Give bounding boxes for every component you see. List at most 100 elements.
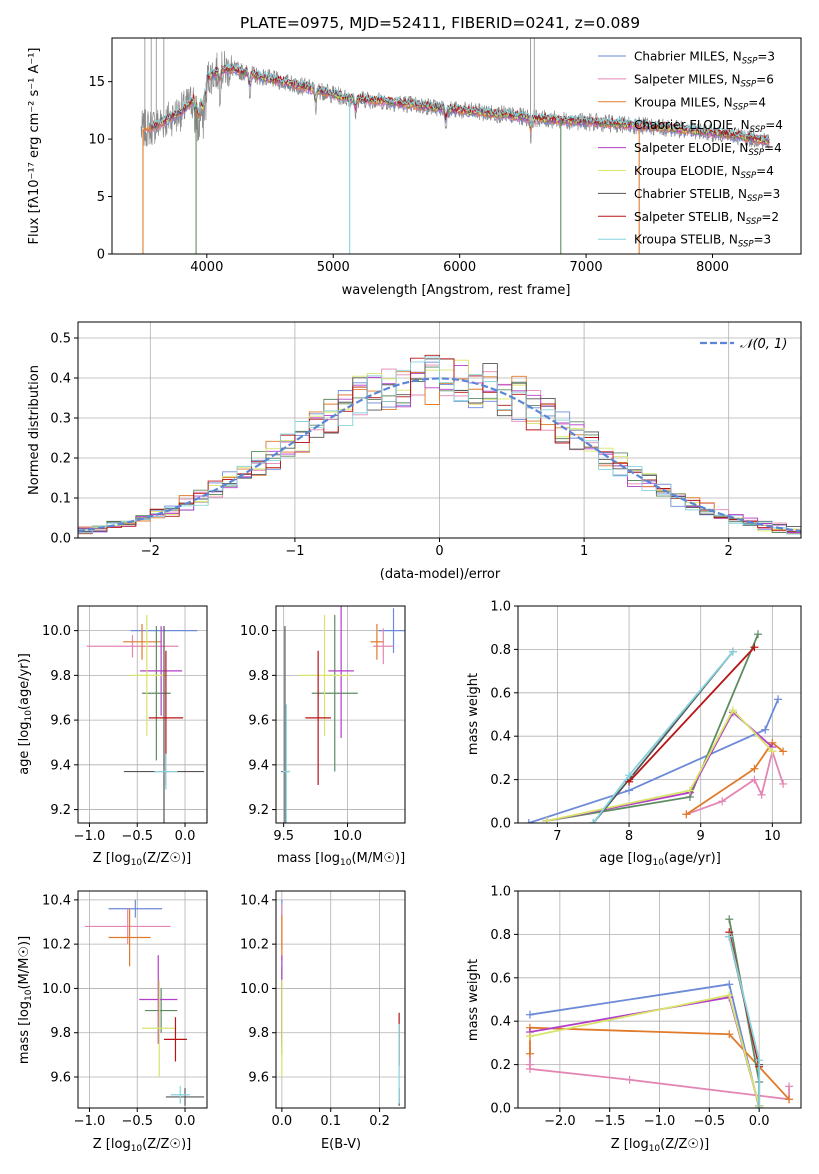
y-tick-label: 15	[88, 75, 105, 90]
x-tick-label: 0.0	[272, 1114, 293, 1129]
y-tick-label: 9.6	[248, 1071, 269, 1086]
y-tick-label: 9.2	[248, 803, 269, 818]
mass-age-x-label: mass [log10(M/M☉)]	[277, 851, 405, 868]
y-tick-label: 9.2	[50, 803, 71, 818]
y-tick-label: 0.5	[50, 332, 71, 347]
model-line-kroupa_stelib	[150, 61, 770, 142]
axes-frame-spectrum	[111, 37, 802, 255]
y-tick-label: 0.4	[490, 730, 511, 745]
legend-entry-normal: 𝒩(0, 1)	[740, 337, 787, 352]
y-tick-label: 10.2	[42, 938, 71, 953]
y-tick-label: 9.6	[50, 714, 71, 729]
y-tick-label: 9.8	[248, 669, 269, 684]
axes-frame-z_vs_weight	[517, 890, 802, 1109]
x-tick-label: 7	[553, 829, 561, 844]
axes-mass_vs_age: 9.5 10.0 9.2 9.4 9.6 9.8 10.0	[240, 605, 406, 844]
y-tick-label: 5	[97, 190, 105, 205]
axes-frame-residuals	[77, 321, 802, 539]
weight-line-salpeter_stelib	[628, 646, 756, 783]
weight-line-salpeter_elodie	[529, 996, 761, 1107]
axes-frame-z_vs_age	[77, 605, 208, 824]
y-tick-label: 0.2	[50, 452, 71, 467]
axes-ebv_vs_mass: 0.0 0.1 0.2 9.6 9.8 10.0 10.2 10.4	[240, 890, 406, 1129]
plot-area-ebv_vs_mass	[281, 899, 400, 1106]
residuals-x-label: (data-model)/error	[380, 567, 501, 582]
legend-entry-kroupa_elodie: Kroupa ELODIE, NSSP=4	[634, 164, 774, 181]
y-tick-label: 0.6	[490, 971, 511, 986]
y-tick-label: 10.4	[42, 893, 71, 908]
weight-line-salpeter_miles	[686, 748, 784, 816]
y-tick-label: 0.6	[490, 686, 511, 701]
y-tick-label: 10.0	[42, 624, 71, 639]
y-tick-label: 10.0	[240, 982, 269, 997]
legend-entry-chabrier_elodie: Chabrier ELODIE, NSSP=4	[634, 118, 783, 135]
y-tick-label: 9.6	[50, 1071, 71, 1086]
y-tick-label: 0.0	[490, 817, 511, 832]
x-tick-label: 1	[580, 544, 588, 559]
y-tick-label: 0.4	[490, 1015, 511, 1030]
y-tick-label: 1.0	[490, 885, 511, 900]
x-tick-label: 10	[764, 829, 781, 844]
axes-residuals: −2 −1 0 1 2 0.0 0.1 0.2 0.3 0.4 0.5	[50, 321, 802, 559]
y-tick-label: 9.4	[50, 758, 71, 773]
y-tick-label: 9.8	[50, 669, 71, 684]
z-weight-x-label: Z [log10(Z/Z☉)]	[611, 1137, 709, 1154]
z-weight-y-label: mass weight	[466, 959, 481, 1041]
y-tick-label: 0.3	[50, 412, 71, 427]
spectrum-x-label: wavelength [Angstrom, rest frame]	[342, 283, 571, 298]
y-tick-label: 9.6	[248, 714, 269, 729]
spectrum-legend: Chabrier MILES, NSSP=3 Salpeter MILES, NS…	[598, 50, 783, 250]
y-tick-label: 0.4	[50, 372, 71, 387]
x-tick-label: 2	[725, 544, 733, 559]
histogram-salpeter_stelib	[78, 354, 801, 538]
axes-z_vs_mass: −1.0 −0.5 0.0 9.6 9.8 10.0 10.2 10.4	[42, 890, 208, 1129]
axes-frame-mass_vs_age	[275, 605, 406, 824]
x-tick-label: −1.5	[594, 1114, 626, 1129]
legend-entry-salpeter_miles: Salpeter MILES, NSSP=6	[634, 72, 774, 89]
plot-area-z_vs_age	[86, 614, 205, 823]
weight-line-chabrier_elodie	[546, 633, 759, 822]
weight-line-salpeter_elodie	[546, 710, 773, 822]
plot-area-z_vs_mass	[84, 899, 205, 1106]
weight-line-kroupa_miles	[685, 741, 784, 816]
axes-z_vs_age: −1.0 −0.5 0.0 9.2 9.4 9.6 9.8 10.0	[42, 605, 208, 844]
histogram-kroupa_stelib	[78, 356, 801, 538]
x-tick-label: 6000	[443, 260, 476, 275]
x-tick-label: 8	[625, 829, 633, 844]
y-tick-label: 0.1	[50, 492, 71, 507]
y-tick-label: 0.0	[490, 1102, 511, 1117]
spectrum-y-label: Flux [fλ10⁻¹⁷ erg cm⁻² s⁻¹ A⁻¹]	[27, 48, 42, 245]
legend-entry-salpeter_elodie: Salpeter ELODIE, NSSP=4	[634, 141, 782, 158]
z-age-y-label: age [log10(age/yr)]	[17, 653, 34, 775]
plot-area-z_vs_weight	[525, 915, 794, 1108]
legend-entry-kroupa_miles: Kroupa MILES, NSSP=4	[634, 95, 766, 112]
residuals-y-label: Normed distribution	[27, 365, 42, 495]
plot-area-mass_vs_age	[281, 606, 405, 823]
y-tick-label: 10.0	[42, 982, 71, 997]
age-weight-y-label: mass weight	[466, 673, 481, 755]
x-tick-label: −0.5	[694, 1114, 726, 1129]
weight-line-kroupa_elodie	[546, 708, 773, 822]
axes-z_vs_weight: −2.0 −1.5 −1.0 −0.5 0.0 0.0 0.2 0.4 0.6 0.8 1.0	[490, 885, 802, 1129]
z-mass-y-label: mass [log10(M/M☉)]	[17, 936, 34, 1064]
x-tick-label: 9.5	[273, 829, 294, 844]
x-tick-label: −0.5	[121, 1114, 153, 1129]
x-tick-label: 4000	[190, 260, 223, 275]
weight-line-chabrier_miles	[528, 698, 779, 823]
y-tick-label: 0.2	[490, 773, 511, 788]
x-tick-label: −1	[285, 544, 304, 559]
plot-area-residuals	[78, 354, 801, 538]
axes-frame-z_vs_mass	[77, 890, 208, 1109]
y-tick-label: 10.0	[240, 624, 269, 639]
y-tick-label: 9.8	[50, 1026, 71, 1041]
x-tick-label: −0.5	[121, 829, 153, 844]
axes-spectrum: 4000 5000 6000 7000 8000 0 5 10 15	[88, 37, 802, 275]
y-tick-label: 0	[97, 248, 105, 263]
axes-frame-ebv_vs_mass	[275, 890, 406, 1109]
y-tick-label: 10	[88, 133, 105, 148]
y-tick-label: 10.4	[240, 893, 269, 908]
age-weight-x-label: age [log10(age/yr)]	[599, 851, 721, 868]
x-tick-label: 7000	[570, 260, 603, 275]
y-tick-label: 9.8	[248, 1026, 269, 1041]
